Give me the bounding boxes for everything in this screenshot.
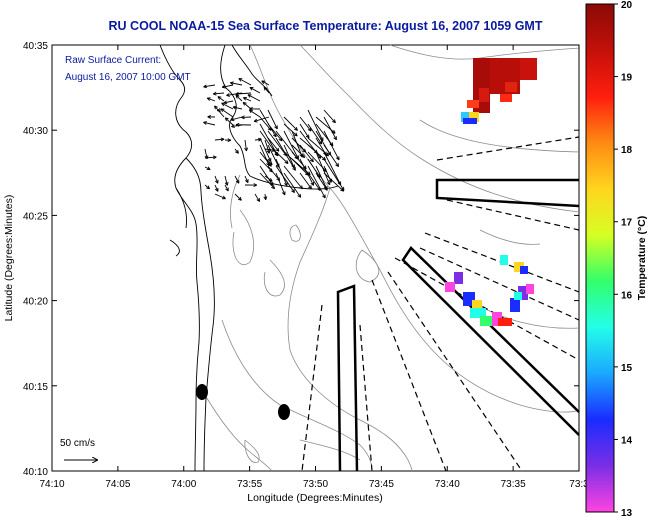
y-axis-label: Latitude (Degrees:Minutes) <box>3 195 15 322</box>
x-tick-label: 74:00 <box>171 479 196 490</box>
x-tick-label: 73:50 <box>303 479 328 490</box>
x-tick-label: 74:10 <box>39 479 64 490</box>
colorbar-ticks: 20 19 18 17 16 15 14 13 <box>614 0 633 518</box>
x-axis: 74:10 74:05 74:00 73:55 73:50 73:45 73:40 73:35… <box>39 45 589 490</box>
current-label-line2: August 16, 2007 10:00 GMT <box>65 72 191 83</box>
x-tick-label: 74:05 <box>105 479 130 490</box>
y-tick-label: 40:35 <box>23 41 48 52</box>
current-label-line1: Raw Surface Current: <box>65 55 161 66</box>
colorbar-tick-label: 13 <box>621 508 633 518</box>
colorbar-tick-label: 20 <box>621 0 633 11</box>
plot-frame <box>51 44 580 472</box>
bathymetry-contours <box>204 44 580 472</box>
x-tick-label: 73:45 <box>369 479 394 490</box>
x-tick-label: 73:55 <box>237 479 262 490</box>
y-tick-label: 40:15 <box>23 382 48 393</box>
x-tick-label: 73:35 <box>501 479 526 490</box>
map-title: RU COOL NOAA-15 Sea Surface Temperature:… <box>108 19 543 33</box>
scale-label: 50 cm/s <box>60 438 95 449</box>
x-tick-label: 73:3 <box>569 479 589 490</box>
x-axis-label: Longitude (Degrees:Minutes) <box>247 492 382 504</box>
colorbar-tick-label: 16 <box>621 290 633 301</box>
colorbar-tick-label: 19 <box>621 73 633 84</box>
colorbar-label: Temperature (°C) <box>636 216 648 301</box>
buoy-marker <box>196 384 208 400</box>
surface-current-vectors <box>203 78 345 202</box>
solid-boxes <box>336 178 580 472</box>
y-tick-label: 40:10 <box>23 467 48 478</box>
colorbar <box>585 3 615 513</box>
sst-patches <box>445 58 537 326</box>
buoy-marker <box>278 404 290 420</box>
y-tick-label: 40:25 <box>23 211 48 222</box>
colorbar-tick-label: 14 <box>621 435 633 446</box>
y-tick-label: 40:30 <box>23 126 48 137</box>
colorbar-tick-label: 15 <box>621 363 633 374</box>
colorbar-tick-label: 17 <box>621 218 633 229</box>
colorbar-tick-label: 18 <box>621 145 633 156</box>
y-axis: 40:35 40:30 40:25 40:20 40:15 40:10 <box>23 41 579 478</box>
x-tick-label: 73:40 <box>435 479 460 490</box>
y-tick-label: 40:20 <box>23 297 48 308</box>
